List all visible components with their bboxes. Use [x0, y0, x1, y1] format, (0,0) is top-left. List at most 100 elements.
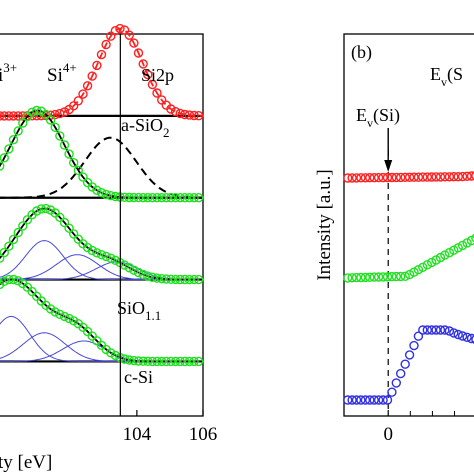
data-point-0 — [106, 31, 116, 41]
right-data-point-2 — [471, 335, 474, 344]
data-point-1 — [166, 192, 176, 203]
right-data-point-0 — [404, 172, 415, 183]
data-point-2 — [129, 265, 139, 275]
data-point-2 — [170, 274, 181, 285]
right-data-point-2 — [466, 333, 474, 344]
ev-si-label: Ev(Si) — [356, 105, 400, 130]
data-point-1 — [101, 189, 111, 200]
data-point-3 — [68, 316, 79, 326]
left-x-axis-label: ty [eV] — [0, 452, 52, 473]
right-data-point-2 — [396, 368, 406, 379]
right-data-point-2 — [449, 328, 459, 338]
right-data-point-0 — [409, 172, 419, 182]
right-data-point-0 — [382, 172, 393, 183]
data-point-1 — [92, 185, 102, 196]
data-point-3 — [161, 356, 172, 367]
right-data-point-0 — [457, 171, 468, 182]
data-point-1 — [161, 192, 172, 203]
right-data-point-0 — [431, 172, 441, 182]
data-point-0 — [124, 30, 135, 40]
data-point-2 — [147, 272, 158, 282]
data-point-2 — [152, 273, 162, 283]
data-point-0 — [55, 108, 65, 119]
data-point-2 — [36, 204, 46, 214]
data-point-1 — [13, 126, 23, 136]
right-data-point-0 — [356, 173, 366, 183]
data-point-1 — [133, 192, 144, 203]
data-point-3 — [175, 356, 185, 367]
right-data-point-1 — [382, 272, 393, 282]
data-point-2 — [175, 274, 185, 285]
right-data-point-0 — [466, 171, 474, 181]
data-point-3 — [124, 355, 135, 365]
data-point-3 — [180, 356, 190, 367]
data-point-1 — [41, 109, 51, 120]
right-data-point-2 — [404, 350, 415, 360]
right-data-point-1 — [378, 272, 388, 282]
right-data-point-2 — [360, 395, 371, 405]
data-point-0 — [87, 71, 97, 81]
right-data-point-2 — [444, 326, 455, 336]
data-point-3 — [64, 313, 74, 324]
data-point-1 — [156, 192, 167, 203]
data-point-1 — [189, 192, 199, 203]
data-point-0 — [138, 59, 148, 69]
right-data-point-0 — [351, 173, 362, 183]
right-data-point-2 — [369, 395, 379, 405]
right-data-point-0 — [444, 172, 455, 182]
data-point-1 — [73, 165, 84, 176]
data-point-0 — [82, 81, 93, 91]
right-data-point-2 — [365, 395, 375, 405]
data-point-3 — [152, 356, 162, 367]
right-data-point-0 — [440, 172, 450, 182]
data-point-1 — [18, 118, 28, 128]
right-data-point-2 — [427, 325, 437, 335]
data-point-1 — [180, 192, 190, 203]
data-point-2 — [13, 227, 23, 238]
data-point-0 — [92, 60, 102, 71]
left-tick-label-104: 104 — [123, 424, 152, 445]
left-panel-frame — [0, 33, 204, 417]
data-point-1 — [59, 140, 70, 150]
data-point-3 — [143, 356, 153, 366]
data-point-0 — [0, 111, 5, 121]
data-point-2 — [161, 274, 172, 284]
data-point-1 — [138, 192, 148, 203]
right-panel: (b) Ev(S Ev(Si) 0 Intensity [a.u.] — [314, 33, 474, 445]
si3-label: i3+ — [0, 60, 17, 86]
right-data-point-0 — [343, 173, 353, 183]
csi-label: c-Si — [124, 367, 153, 387]
right-data-point-2 — [453, 329, 463, 340]
right-data-point-2 — [440, 325, 450, 335]
data-point-0 — [180, 109, 190, 120]
right-data-point-2 — [409, 340, 419, 351]
right-data-point-0 — [378, 172, 388, 183]
data-point-1 — [129, 192, 139, 203]
data-point-1 — [0, 161, 5, 171]
data-point-1 — [64, 149, 74, 159]
data-point-3 — [0, 279, 5, 290]
data-point-0 — [143, 69, 153, 80]
right-data-point-1 — [365, 272, 375, 282]
right-data-point-0 — [347, 173, 357, 183]
data-point-0 — [175, 108, 185, 119]
data-point-0 — [13, 111, 23, 121]
data-point-2 — [92, 248, 102, 258]
sio-label: SiO1.1 — [117, 298, 161, 323]
data-point-2 — [0, 247, 9, 258]
data-point-3 — [133, 356, 144, 366]
right-data-point-0 — [369, 172, 379, 183]
data-point-2 — [87, 245, 97, 256]
data-point-2 — [68, 229, 79, 239]
data-point-0 — [115, 23, 125, 34]
data-point-0 — [73, 96, 84, 106]
data-point-0 — [96, 49, 107, 60]
data-point-3 — [59, 311, 70, 322]
right-data-point-2 — [387, 387, 397, 397]
data-point-2 — [180, 274, 190, 285]
data-point-0 — [193, 110, 204, 121]
data-point-2 — [193, 274, 204, 285]
data-point-1 — [4, 144, 14, 154]
right-data-point-2 — [391, 378, 401, 388]
right-data-point-2 — [435, 325, 446, 335]
